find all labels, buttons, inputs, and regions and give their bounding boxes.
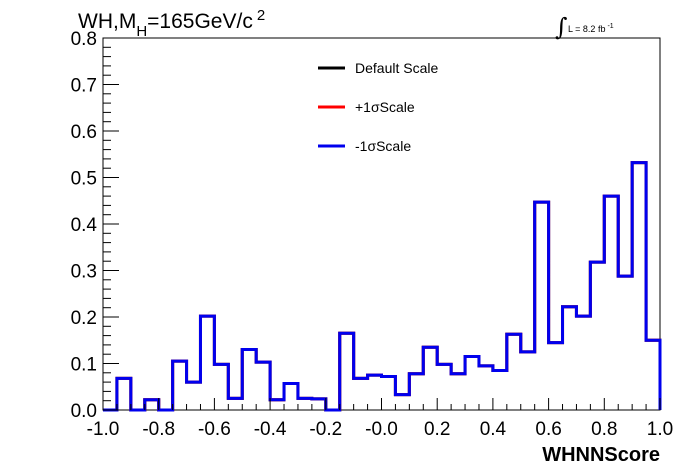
x-tick-label-5: -0.0 [365, 419, 398, 440]
plot-frame [102, 37, 661, 411]
title-main: WH,M [78, 10, 136, 33]
x-tick-label-10: 1.0 [647, 419, 673, 440]
y-tick-label-8: 0.8 [71, 29, 97, 50]
y-tick-label-1: 0.1 [71, 355, 97, 376]
x-tick-label-2: -0.6 [198, 419, 231, 440]
x-axis-title: WHNNScore [542, 444, 660, 466]
y-tick-label-0: 0.0 [71, 401, 97, 422]
lumi-text: L = 8.2 fb [568, 24, 605, 34]
plot-area-border [102, 37, 661, 411]
y-tick-label-5: 0.5 [71, 169, 97, 190]
legend-label-1: +1σScale [355, 99, 415, 115]
y-tick-label-2: 0.2 [71, 308, 97, 329]
legend-label-0: Default Scale [355, 60, 438, 76]
x-tick-label-0: -1.0 [87, 419, 120, 440]
y-tick-label-7: 0.7 [71, 76, 97, 97]
y-tick-label-6: 0.6 [71, 122, 97, 143]
x-tick-label-1: -0.8 [142, 419, 175, 440]
axes: 0.0 0.1 0.2 0.3 0.4 0.5 0.6 0.7 0.8 -1.0 -0.8 -0.6 -… [71, 29, 674, 440]
x-tick-label-7: 0.4 [480, 419, 507, 440]
x-tick-label-6: 0.2 [424, 419, 450, 440]
x-tick-label-3: -0.4 [254, 419, 287, 440]
title-rest: =165GeV/c [147, 10, 253, 33]
x-tick-label-9: 0.8 [591, 419, 617, 440]
y-tick-label-3: 0.3 [71, 262, 97, 283]
lumi-superscript: -1 [607, 23, 613, 30]
y-tick-label-4: 0.4 [71, 215, 98, 236]
title-subscript: H [136, 23, 147, 40]
title-superscript: 2 [257, 7, 265, 24]
series-line-2 [103, 161, 662, 412]
x-tick-label-8: 0.6 [535, 419, 561, 440]
legend: Default Scale +1σScale -1σScale [318, 60, 438, 154]
histogram-series [103, 161, 662, 412]
x-tick-label-4: -0.2 [309, 419, 342, 440]
lumi-integral-symbol: ∫ [555, 13, 568, 41]
chart-title: WH,MH=165GeV/c 2 [78, 7, 265, 40]
legend-label-2: -1σScale [355, 138, 411, 154]
lumi-label: L = 8.2 fb -1 [568, 23, 614, 34]
